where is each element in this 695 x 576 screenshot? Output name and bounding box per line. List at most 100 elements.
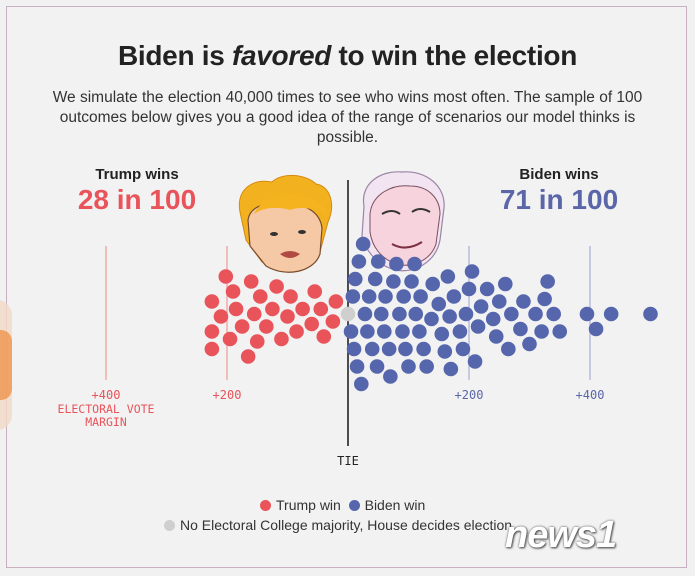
biden-win-dot-12 xyxy=(360,324,375,339)
biden-win-dot-28 xyxy=(386,274,401,289)
biden-win-dot-83 xyxy=(491,294,507,309)
biden-win-dot-98 xyxy=(603,306,619,322)
biden-win-dot-84 xyxy=(498,276,513,292)
trump-win-dot-79 xyxy=(204,341,220,357)
trump-win-dot-56 xyxy=(243,274,259,289)
chart-subtitle: We simulate the election 40,000 times to… xyxy=(52,89,643,146)
trump-win-dot-58 xyxy=(240,349,256,364)
trump-win-dot-78 xyxy=(204,324,220,339)
tie-dot-0 xyxy=(340,306,356,322)
trump-win-dot-20 xyxy=(307,284,323,299)
biden-win-dot-17 xyxy=(367,271,383,287)
biden-win-dot-80 xyxy=(479,281,495,297)
biden-win-dot-43 xyxy=(412,324,427,339)
biden-win-dot-87 xyxy=(513,321,528,337)
biden-win-dot-60 xyxy=(442,309,457,324)
biden-win-dot-41 xyxy=(408,306,424,322)
biden-win-dot-96 xyxy=(579,306,595,322)
trump-win-dot-64 xyxy=(228,301,244,317)
biden-win-dot-92 xyxy=(537,291,552,307)
trump-win-dot-66 xyxy=(225,284,241,299)
trump-win-dot-71 xyxy=(218,269,234,284)
biden-win-dot-15 xyxy=(364,341,380,357)
trump-win-dot-22 xyxy=(304,316,320,332)
trump-win-dot-30 xyxy=(289,324,304,339)
trump-illustration xyxy=(238,175,332,273)
biden-win-dot-46 xyxy=(416,341,431,357)
biden-win-dot-85 xyxy=(501,341,516,357)
trump-win-dot-45 xyxy=(265,301,280,317)
chart-title: Biden is favored to win the election xyxy=(117,40,578,71)
biden-win-dot-76 xyxy=(473,299,489,314)
biden-win-dot-10 xyxy=(355,236,371,252)
legend-tie: No Electoral College majority, House dec… xyxy=(180,517,513,533)
biden-win-dot-35 xyxy=(398,341,413,357)
biden-win-dot-24 xyxy=(378,289,393,304)
legend-biden: Biden win xyxy=(364,497,426,513)
background-decoration-accent xyxy=(0,330,12,400)
biden-win-dot-59 xyxy=(440,269,456,284)
biden-win-dot-97 xyxy=(588,321,604,337)
trump-win-dot-68 xyxy=(222,331,238,347)
biden-win-dot-13 xyxy=(361,289,377,304)
biden-win-dot-21 xyxy=(373,306,389,322)
legend-row-2: No Electoral College majority, House dec… xyxy=(164,517,512,533)
biden-illustration xyxy=(361,171,445,272)
biden-win-dot-44 xyxy=(413,289,428,304)
biden-win-dot-75 xyxy=(470,319,486,334)
legend-trump: Trump win xyxy=(276,497,341,513)
biden-win-dot-50 xyxy=(425,276,441,292)
biden-win-dot-67 xyxy=(455,341,471,357)
trump-win-dot-52 xyxy=(249,334,265,349)
biden-win-dot-70 xyxy=(461,281,477,297)
biden-win-dot-57 xyxy=(437,344,453,359)
trump-win-dot-62 xyxy=(234,319,250,334)
tick-label-1: +200 xyxy=(213,388,242,402)
biden-legend-swatch xyxy=(348,500,360,511)
chart-frame xyxy=(6,6,687,568)
biden-win-dot-18 xyxy=(369,359,385,374)
biden-win-dot-1 xyxy=(343,324,359,339)
trump-win-dot-36 xyxy=(280,309,295,324)
biden-win-dot-49 xyxy=(424,311,439,327)
biden-win-dot-90 xyxy=(528,306,543,322)
tick-label-2: +200 xyxy=(455,388,484,402)
trump-win-dot-73 xyxy=(213,309,229,324)
trump-win-dot-48 xyxy=(259,319,274,334)
biden-win-dot-95 xyxy=(552,324,568,339)
biden-win-dot-55 xyxy=(434,326,450,342)
trump-wins-value: 28 in 100 xyxy=(77,184,197,215)
trump-win-dot-9 xyxy=(325,314,341,329)
trump-win-dot-34 xyxy=(283,289,298,304)
trump-win-dot-16 xyxy=(313,301,329,317)
biden-win-dot-11 xyxy=(357,306,373,322)
trump-wins-label: Trump wins xyxy=(95,166,179,183)
biden-win-dot-61 xyxy=(443,361,459,377)
trump-win-dot-14 xyxy=(316,329,332,344)
biden-win-dot-94 xyxy=(546,306,561,322)
biden-win-dot-65 xyxy=(452,324,468,339)
biden-wins-label: Biden wins xyxy=(519,166,599,183)
biden-win-dot-5 xyxy=(349,359,365,374)
trump-win-dot-39 xyxy=(274,331,289,347)
trump-win-dot-7 xyxy=(328,294,344,309)
biden-win-dot-3 xyxy=(346,341,362,357)
biden-win-dot-8 xyxy=(354,376,369,392)
biden-win-dot-25 xyxy=(381,341,397,357)
trump-win-dot-42 xyxy=(269,279,284,294)
biden-win-dot-69 xyxy=(458,306,474,322)
biden-win-dot-6 xyxy=(351,254,367,269)
biden-win-dot-38 xyxy=(404,274,419,289)
biden-win-dot-74 xyxy=(467,354,483,369)
biden-win-dot-37 xyxy=(401,359,416,374)
biden-win-dot-86 xyxy=(504,306,519,322)
biden-win-dot-29 xyxy=(389,256,404,272)
biden-win-dot-93 xyxy=(540,274,555,289)
legend-row-1: Trump win Biden win xyxy=(260,497,425,513)
tick-label-3: +400 xyxy=(576,388,605,402)
biden-win-dot-40 xyxy=(407,256,422,272)
biden-win-dot-89 xyxy=(522,336,537,352)
trump-win-dot-54 xyxy=(246,306,262,322)
axis-label-line-1: MARGIN xyxy=(85,415,127,429)
trump-win-dot-51 xyxy=(252,289,268,304)
